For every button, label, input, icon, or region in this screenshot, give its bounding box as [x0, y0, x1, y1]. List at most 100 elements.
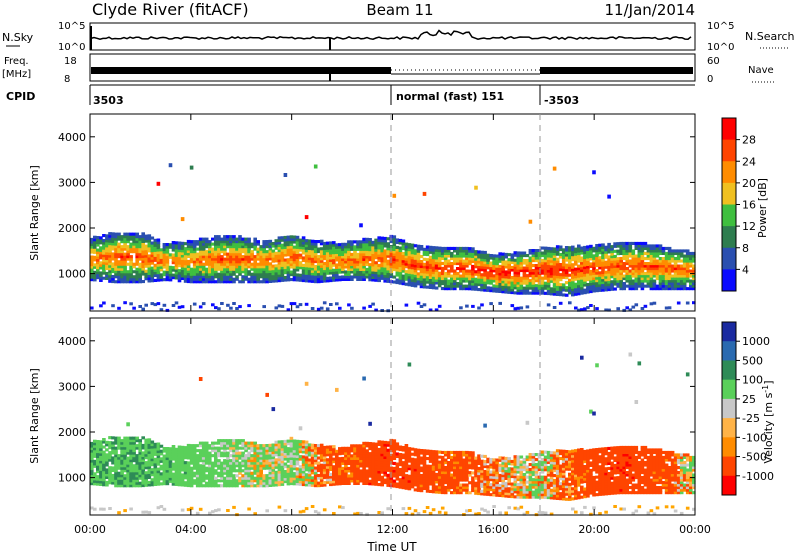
echo-cell — [685, 272, 690, 276]
echo-cell — [286, 278, 291, 282]
echo-cell — [132, 275, 136, 279]
echo-cell — [552, 260, 557, 264]
echo-cell — [262, 247, 266, 251]
echo-cell — [549, 287, 554, 291]
echo-cell — [289, 237, 294, 241]
echo-cell — [338, 255, 342, 259]
echo-cell — [192, 466, 197, 470]
echo-cell — [132, 232, 136, 236]
echo-cell — [313, 257, 318, 261]
echo-cell — [286, 477, 291, 481]
echo-cell — [519, 261, 524, 265]
echo-cell — [468, 257, 472, 261]
echo-cell — [356, 481, 360, 485]
echo-cell — [195, 454, 200, 458]
echo-cell — [93, 482, 97, 486]
echo-cell — [359, 474, 363, 478]
echo-cell — [640, 272, 645, 276]
echo-cell-near-range — [171, 304, 176, 307]
echo-cell — [295, 479, 300, 483]
echo-cell — [471, 269, 475, 273]
echo-cell — [332, 261, 336, 265]
echo-cell — [531, 254, 536, 258]
echo-cell — [292, 439, 297, 443]
echo-cell — [465, 246, 469, 250]
echo-cell — [186, 275, 191, 279]
echo-cell — [667, 254, 672, 258]
echo-cell — [661, 246, 666, 250]
echo-cell — [289, 278, 294, 282]
echo-cell — [153, 452, 158, 456]
echo-cell — [147, 241, 152, 245]
echo-cell — [147, 438, 152, 442]
echo-cell — [425, 273, 430, 277]
echo-cell — [105, 453, 109, 457]
echo-cell — [171, 462, 176, 466]
echo-cell — [682, 284, 687, 288]
echo-cell — [235, 439, 239, 443]
echo-cell — [419, 265, 424, 269]
echo-cell — [214, 262, 218, 266]
echo-cell — [295, 454, 300, 458]
echo-cell — [135, 262, 139, 266]
echo-cell — [459, 264, 463, 268]
echo-cell — [93, 454, 97, 458]
echo-cell — [298, 455, 303, 459]
echo-cell — [286, 238, 291, 242]
echo-cell — [601, 288, 605, 292]
echo-cell — [114, 270, 118, 274]
echo-cell — [601, 266, 605, 270]
echo-cell — [350, 277, 354, 281]
echo-cell — [386, 279, 390, 283]
echo-cell — [304, 249, 309, 253]
echo-cell — [280, 462, 285, 466]
echo-cell — [192, 446, 197, 450]
echo-cell — [362, 474, 366, 478]
echo-cell — [338, 270, 342, 274]
echo-cell — [371, 482, 375, 486]
echo-cell — [177, 473, 182, 477]
echo-cell — [208, 461, 212, 465]
echo-cell — [198, 466, 203, 470]
echo-cell — [229, 265, 233, 269]
echo-cell — [480, 273, 484, 277]
echo-cell — [253, 242, 257, 246]
echo-cell — [628, 251, 633, 255]
echo-cell — [640, 277, 645, 281]
echo-cell — [679, 269, 684, 273]
echo-cell — [362, 456, 366, 460]
echo-cell — [117, 474, 121, 478]
echo-cell-near-range — [153, 303, 158, 307]
echo-cell — [628, 244, 633, 248]
echo-cell — [543, 286, 548, 290]
echo-cell — [456, 249, 460, 253]
echo-cell — [504, 285, 508, 289]
echo-cell — [322, 453, 327, 457]
echo-cell — [646, 262, 651, 266]
echo-cell — [401, 259, 406, 263]
echo-cell — [540, 254, 545, 258]
echo-cell — [549, 292, 554, 296]
echo-cell — [586, 288, 590, 292]
echo-cell — [325, 259, 330, 263]
echo-cell — [552, 272, 557, 276]
echo-cell — [156, 472, 161, 476]
echo-cell — [198, 469, 203, 473]
echo-cell — [362, 481, 366, 485]
echo-cell — [244, 267, 248, 271]
echo-cell — [692, 254, 696, 258]
echo-cell — [377, 467, 381, 471]
echo-cell — [162, 479, 167, 483]
echo-cell — [359, 469, 363, 473]
echo-cell — [586, 265, 590, 269]
echo-cell — [171, 465, 176, 469]
echo-cell — [646, 267, 651, 271]
echo-cell — [307, 450, 312, 454]
y-tick-label: 1000 — [58, 268, 86, 281]
echo-cell — [253, 277, 257, 281]
echo-cell — [120, 275, 124, 279]
echo-cell — [325, 269, 330, 273]
echo-cell — [117, 471, 121, 475]
echo-cell — [141, 252, 145, 256]
echo-cell — [147, 470, 152, 474]
